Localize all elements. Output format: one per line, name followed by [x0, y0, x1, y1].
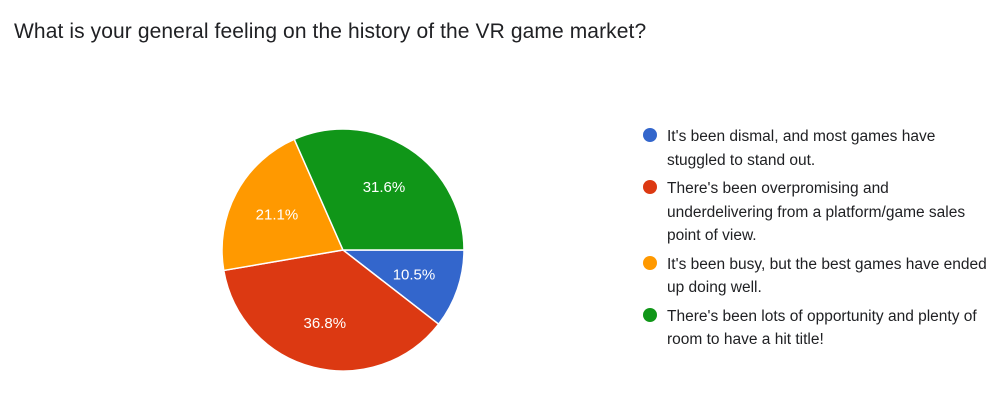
- legend-swatch-blue: [643, 128, 657, 142]
- legend-label: There's been overpromising and underdeli…: [667, 180, 966, 244]
- legend-item: It's been busy, but the best games have …: [643, 253, 988, 300]
- pie-slice-busy: [221, 138, 345, 272]
- legend-item: It's been dismal, and most games have st…: [643, 125, 988, 172]
- slice-label-busy: 21.1%: [256, 206, 299, 223]
- legend-swatch-orange: [643, 255, 657, 270]
- slice-label-overpromising: 36.8%: [304, 315, 347, 332]
- legend-item: There's been lots of opportunity and ple…: [643, 305, 988, 352]
- pie-slice-overpromising: [222, 249, 440, 372]
- slice-label-dismal: 10.5%: [393, 266, 436, 283]
- legend-label: It's been dismal, and most games have st…: [667, 128, 936, 169]
- chart-legend: It's been dismal, and most games have st…: [643, 125, 988, 357]
- legend-swatch-red: [643, 180, 657, 194]
- slice-label-opportunity: 31.6%: [363, 179, 406, 196]
- legend-label: There's been lots of opportunity and ple…: [667, 307, 977, 349]
- legend-label: It's been busy, but the best games have …: [667, 255, 987, 297]
- legend-item: There's been overpromising and underdeli…: [643, 177, 988, 248]
- legend-swatch-green: [643, 307, 657, 322]
- pie-slice-opportunity: [293, 128, 465, 251]
- pie-slice-dismal: [340, 249, 465, 326]
- question-title: What is your general feeling on the hist…: [14, 20, 647, 43]
